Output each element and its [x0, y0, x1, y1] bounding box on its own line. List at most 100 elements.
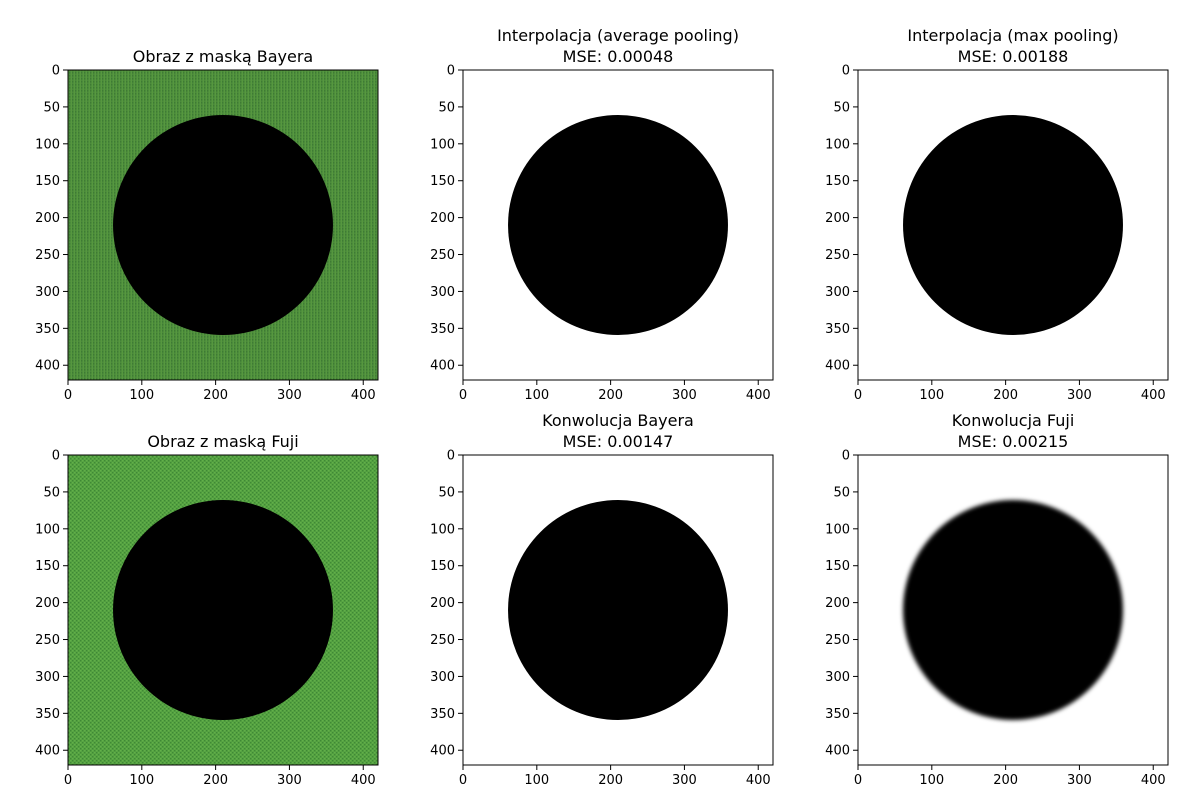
y-tick-label: 100	[825, 522, 850, 537]
subplot-2: 0 100 200 300 400 0 50 100 150 200 250 300 350 400 Int…	[430, 26, 774, 403]
y-tick-label: 350	[430, 707, 455, 722]
x-tick-label: 100	[919, 388, 944, 403]
y-tick-label: 0	[842, 64, 850, 79]
black-disk	[903, 500, 1123, 720]
x-tick-label: 200	[203, 773, 228, 788]
x-tick-label: 300	[277, 773, 302, 788]
axes-frame	[857, 69, 1169, 381]
y-tick-label: 50	[43, 100, 60, 115]
y-tick-label: 350	[825, 322, 850, 337]
y-tick-label: 250	[825, 248, 850, 263]
subplot-title: Interpolacja (max pooling)	[907, 26, 1118, 45]
x-tick-label: 300	[1067, 773, 1092, 788]
y-tick-label: 150	[825, 174, 850, 189]
axes-frame	[857, 454, 1169, 766]
x-tick-label: 300	[277, 388, 302, 403]
x-tick-label: 400	[746, 773, 771, 788]
axes-frame	[67, 454, 379, 766]
y-tick-label: 150	[430, 174, 455, 189]
x-tick-label: 400	[746, 388, 771, 403]
subplot-3: 0 100 200 300 400 0 50 100 150 200 250 300 350 400 Int…	[825, 26, 1169, 403]
x-tick-label: 0	[459, 773, 467, 788]
y-tick-label: 350	[35, 322, 60, 337]
axes-frame	[462, 69, 774, 381]
y-tick-label: 150	[35, 174, 60, 189]
x-tick-label: 200	[203, 388, 228, 403]
y-tick-label: 250	[35, 248, 60, 263]
y-tick-label: 200	[825, 596, 850, 611]
y-tick-label: 100	[35, 522, 60, 537]
y-tick-label: 250	[825, 633, 850, 648]
y-tick-label: 150	[430, 559, 455, 574]
y-tick-label: 350	[825, 707, 850, 722]
subplot-title: MSE: 0.00048	[563, 47, 674, 66]
y-tick-label: 300	[430, 670, 455, 685]
y-tick-label: 150	[825, 559, 850, 574]
y-tick-label: 250	[430, 248, 455, 263]
y-tick-label: 150	[35, 559, 60, 574]
y-tick-label: 200	[430, 211, 455, 226]
x-tick-label: 0	[64, 773, 72, 788]
subplot-1: 0 100 200 300 400 0 50 100 150 200 250 300 350 400 Obr…	[35, 47, 379, 403]
y-tick-label: 300	[35, 670, 60, 685]
y-tick-label: 300	[430, 285, 455, 300]
x-tick-label: 200	[598, 773, 623, 788]
y-tick-label: 50	[438, 100, 455, 115]
y-tick-label: 0	[842, 449, 850, 464]
subplot-title: MSE: 0.00147	[563, 432, 674, 451]
x-tick-label: 0	[854, 388, 862, 403]
y-tick-label: 300	[35, 285, 60, 300]
subplot-6: 0 100 200 300 400 0 50 100 150 200 250 300 350 400 Kon…	[825, 411, 1169, 788]
y-tick-label: 400	[825, 359, 850, 374]
x-tick-label: 0	[854, 773, 862, 788]
x-tick-label: 400	[1141, 388, 1166, 403]
y-tick-label: 350	[35, 707, 60, 722]
y-tick-label: 0	[52, 449, 60, 464]
subplot-title: Obraz z maską Bayera	[133, 47, 313, 66]
subplot-title: Konwolucja Fuji	[952, 411, 1075, 430]
x-tick-label: 400	[1141, 773, 1166, 788]
x-tick-label: 100	[524, 773, 549, 788]
x-tick-label: 100	[129, 388, 154, 403]
y-tick-label: 100	[825, 137, 850, 152]
black-disk	[903, 115, 1123, 335]
x-tick-label: 400	[351, 388, 376, 403]
subplot-4: 0 100 200 300 400 0 50 100 150 200 250 300 350 400 Obr…	[35, 432, 379, 788]
subplot-title: Obraz z maską Fuji	[147, 432, 298, 451]
y-tick-label: 200	[430, 596, 455, 611]
y-tick-label: 100	[430, 522, 455, 537]
x-tick-label: 200	[993, 388, 1018, 403]
x-tick-label: 100	[524, 388, 549, 403]
y-tick-label: 100	[430, 137, 455, 152]
x-tick-label: 300	[672, 773, 697, 788]
x-tick-label: 400	[351, 773, 376, 788]
x-tick-label: 200	[598, 388, 623, 403]
y-tick-label: 50	[833, 100, 850, 115]
y-tick-label: 250	[35, 633, 60, 648]
y-tick-label: 50	[43, 485, 60, 500]
y-tick-label: 400	[35, 744, 60, 759]
y-tick-label: 0	[52, 64, 60, 79]
subplot-5: 0 100 200 300 400 0 50 100 150 200 250 300 350 400 Kon…	[430, 411, 774, 788]
y-tick-label: 50	[438, 485, 455, 500]
y-tick-label: 400	[430, 744, 455, 759]
y-tick-label: 200	[825, 211, 850, 226]
y-tick-label: 400	[430, 359, 455, 374]
x-tick-label: 0	[459, 388, 467, 403]
x-tick-label: 0	[64, 388, 72, 403]
black-disk	[113, 500, 333, 720]
y-tick-label: 100	[35, 137, 60, 152]
x-tick-label: 200	[993, 773, 1018, 788]
y-tick-label: 200	[35, 211, 60, 226]
y-tick-label: 250	[430, 633, 455, 648]
axes-frame	[67, 69, 379, 381]
subplot-title: Interpolacja (average pooling)	[497, 26, 739, 45]
x-tick-label: 300	[672, 388, 697, 403]
y-tick-label: 300	[825, 670, 850, 685]
subplot-title: Konwolucja Bayera	[542, 411, 694, 430]
y-tick-label: 50	[833, 485, 850, 500]
black-disk	[508, 115, 728, 335]
black-disk	[113, 115, 333, 335]
y-tick-label: 350	[430, 322, 455, 337]
